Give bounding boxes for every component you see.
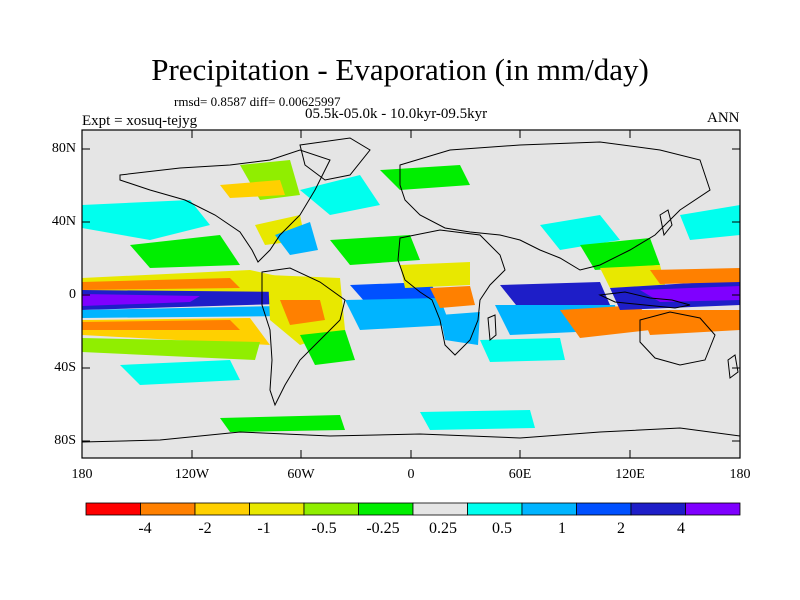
madagascar-outline [487,314,497,341]
field-patch [560,305,650,338]
colorbar-swatch [630,502,686,516]
field-patch [220,415,345,432]
colorbar-swatch [685,502,741,516]
lon-label: 120E [615,467,645,482]
africa-outline [397,229,506,356]
axis-ticks [81,130,741,458]
field-patch [82,338,260,360]
field-patch [275,222,318,255]
field-patch [420,410,535,430]
lat-label: 40S [54,360,76,375]
colorbar-swatch [412,502,468,516]
colorbar-label: -0.5 [311,520,337,537]
field-patch [280,300,325,325]
field-patch [440,312,480,345]
stats-text: rmsd= 0.8587 diff= 0.00625997 [174,94,341,109]
field-patch [480,338,565,362]
colorbar-swatch [249,502,305,516]
field-patch [430,286,475,308]
field-patch [82,200,210,240]
lon-label: 60E [508,467,532,482]
field-patch [345,298,450,330]
field-patch [400,262,470,288]
lon-label: 0 [407,467,415,482]
lat-label: 80N [51,141,76,156]
field-patch [500,282,610,310]
colorbar-swatch [303,502,359,516]
season-label: ANN [707,110,740,126]
colorbar-swatch [85,502,141,516]
antarctica-outline [82,427,740,443]
field-patch [600,265,665,288]
north-america-outline [119,149,331,263]
colorbar-swatch [358,502,414,516]
map-title: Precipitation - Evaporation (in mm/day) [151,52,649,87]
colorbar-label: -4 [138,520,152,537]
lon-label: 60W [287,467,315,482]
colorbar-swatch [140,502,196,516]
field-patch [640,286,740,302]
field-patch [540,215,620,250]
colorbar-label: -2 [198,520,212,537]
south-america-outline [261,267,346,407]
field-patch [220,180,285,198]
experiment-label: Expt = xosuq-tejyg [82,113,198,129]
lon-label: 180 [729,467,751,482]
field-patch [300,330,355,365]
indonesia-outline [598,291,691,309]
field-patch [640,310,740,335]
colorbar-swatch [194,502,250,516]
lon-label: 120W [174,467,210,482]
colorbar-label: 2 [617,520,625,537]
field-patch [130,235,240,268]
coastlines [82,137,740,443]
field-patch [82,320,240,330]
colorbar-swatch [576,502,632,516]
field-patch [82,294,200,306]
period-label: 05.5k-05.0k - 10.0kyr-09.5kyr [305,106,488,122]
colorbar-label: 1 [558,520,566,537]
eurasia-outline [399,141,711,271]
field-patches [82,160,740,432]
colorbar-label: -0.25 [366,520,400,537]
field-patch [380,165,470,190]
lat-label: 80S [54,433,76,448]
lon-label: 180 [71,467,93,482]
greenland-outline [299,137,371,181]
japan-outline [659,209,673,237]
colorbar [85,502,741,516]
colorbar-label: -1 [257,520,271,537]
colorbar-label: 4 [677,520,685,537]
colorbar-swatch [521,502,577,516]
field-patch [82,278,240,290]
lat-label: 0 [69,287,76,302]
field-patch [330,235,420,265]
colorbar-swatch [467,502,523,516]
field-patch [300,175,380,215]
field-patch [120,360,240,385]
field-patch [650,268,740,284]
lat-label: 40N [51,214,76,229]
field-patch [82,306,290,318]
field-patch [680,205,740,240]
colorbar-label: 0.5 [492,520,512,537]
australia-outline [639,311,716,366]
colorbar-label: 0.25 [429,520,457,537]
map-panel [81,129,741,459]
field-patch [580,238,660,270]
new-zealand-outline [727,354,739,379]
